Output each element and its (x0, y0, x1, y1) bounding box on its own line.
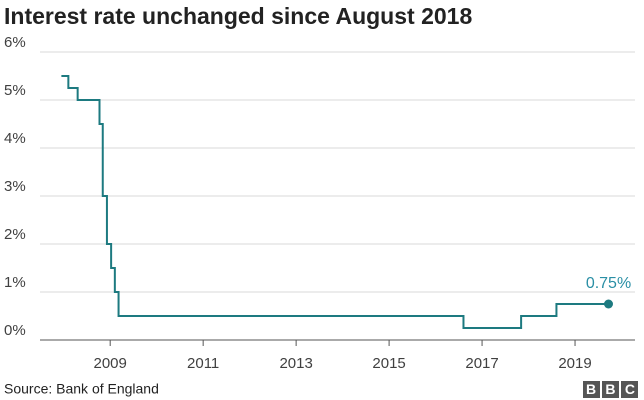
x-tick-label: 2017 (465, 355, 498, 372)
y-tick-label: 6% (4, 34, 26, 51)
y-tick-label: 0% (4, 322, 26, 339)
x-tick-label: 2011 (187, 355, 219, 372)
x-tick-label: 2019 (558, 355, 591, 372)
line (61, 75, 609, 329)
logo: BBC (583, 381, 644, 398)
y-tick-label: 4% (4, 130, 26, 147)
logo-text: BBC (586, 381, 644, 397)
y-tick-label: 5% (4, 82, 26, 99)
y-tick-label: 2% (4, 226, 26, 243)
logo-box (621, 381, 638, 398)
y-tick-label: 1% (4, 274, 26, 291)
end-point (604, 299, 614, 309)
y-tick-label: 3% (4, 178, 26, 195)
x-tick-label: 2009 (94, 355, 127, 372)
logo-box (583, 381, 600, 398)
logo-box (602, 381, 619, 398)
chart-title: Interest rate unchanged since August 201… (4, 3, 472, 29)
x-tick-label: 2015 (372, 355, 405, 372)
x-tick-label: 2013 (279, 355, 312, 372)
source: Source: Bank of England (4, 381, 159, 397)
end-label: 0.75% (586, 275, 631, 292)
